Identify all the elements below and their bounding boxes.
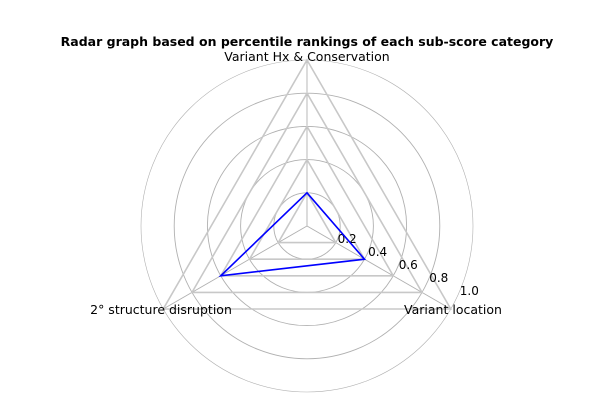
chart-title: Radar graph based on percentile rankings… [61,34,554,49]
grid-spoke-2 [307,226,451,309]
radial-tick-label: 0.4 [368,245,387,259]
axis-label-1: Variant Hx & Conservation [224,49,389,64]
axis-label-3: 2° structure disruption [90,302,232,317]
axis-label-2: Variant location [404,302,502,317]
radial-tick-label: 1.0 [460,284,479,298]
radial-tick-layer: 0.20.40.60.81.0 [338,232,479,298]
radial-tick-label: 0.6 [399,258,418,272]
grid-spoke-3 [163,226,307,309]
radial-tick-label: 0.8 [429,271,448,285]
grid-layer [141,60,473,392]
